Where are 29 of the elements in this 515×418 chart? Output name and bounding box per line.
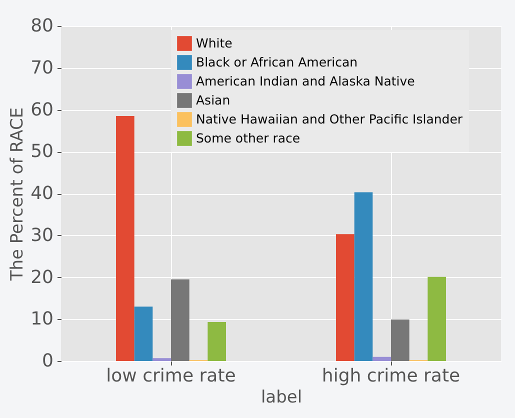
legend-label: Black or African American: [196, 54, 358, 70]
bar: [372, 356, 391, 361]
y-tick-label: 60: [30, 99, 54, 120]
bar: [428, 276, 446, 361]
y-tick-label: 70: [30, 57, 54, 78]
y-tick-label: 80: [30, 16, 54, 36]
x-tick-label: high crime rate: [322, 366, 460, 386]
y-tick-label: 10: [30, 308, 54, 330]
y-tick-label: 20: [30, 266, 54, 288]
bar: [208, 322, 226, 361]
legend-label: Some other race: [196, 130, 300, 146]
legend-label: Asian: [196, 92, 230, 108]
y-tick-label: 40: [30, 183, 54, 204]
x-axis-title: label: [260, 388, 302, 408]
bar: [354, 192, 373, 361]
legend-label: White: [196, 36, 233, 50]
y-axis-title: The Percent of RACE: [8, 107, 28, 282]
bar: [152, 358, 171, 361]
x-tick-label: low crime rate: [106, 366, 236, 386]
bar: [116, 116, 134, 361]
bar: [134, 306, 153, 361]
bar: [391, 320, 410, 361]
legend-label: Native Hawaiian and Other Pacific Islander: [196, 112, 464, 126]
bar: [336, 234, 354, 361]
y-tick-label: 50: [30, 141, 54, 162]
bar: [171, 279, 190, 361]
y-tick-label: 30: [30, 224, 54, 246]
y-tick-label: 0: [42, 350, 54, 372]
legend-label: American Indian and Alaska Native: [196, 74, 416, 88]
